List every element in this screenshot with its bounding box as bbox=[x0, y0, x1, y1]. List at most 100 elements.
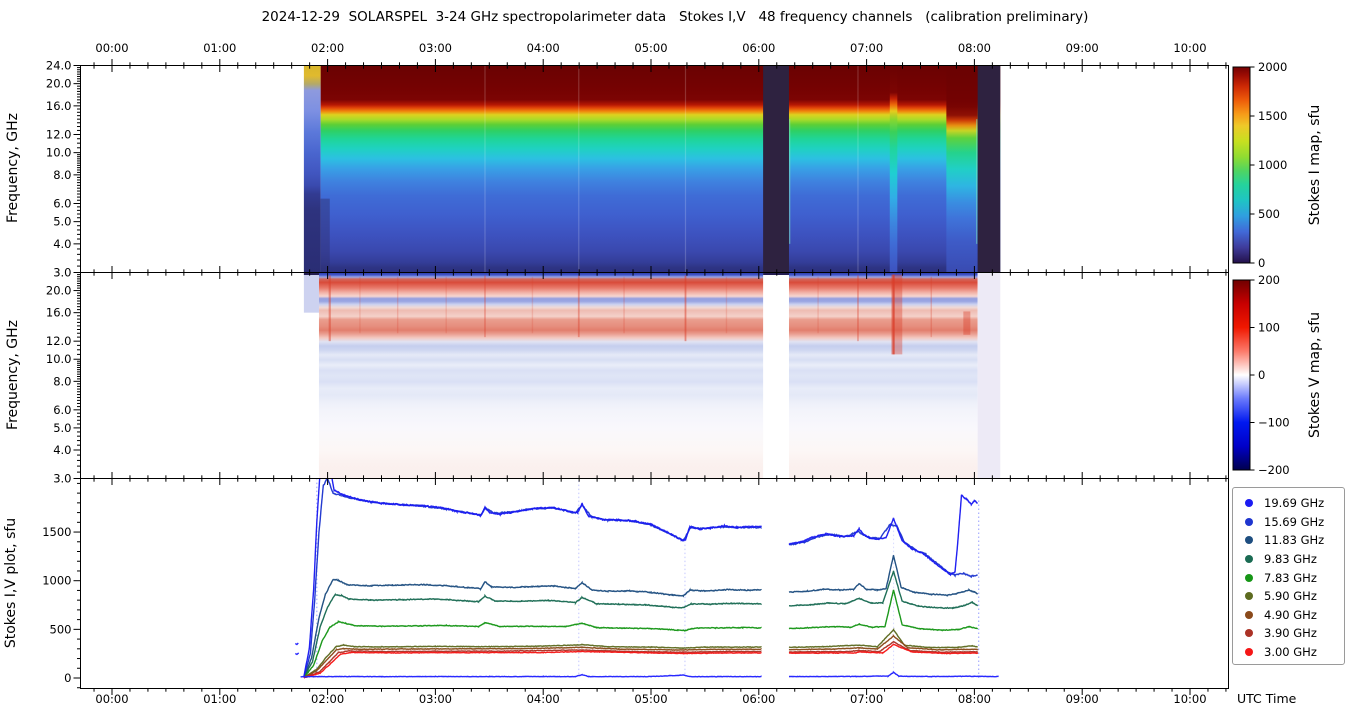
legend-marker-icon bbox=[1245, 648, 1253, 657]
stokes-v-onset bbox=[303, 272, 319, 313]
x-tick-label-bottom: 07:00 bbox=[850, 692, 883, 706]
colorbar2-label: Stokes V map, sfu bbox=[1307, 312, 1323, 438]
x-tick-label-top: 06:00 bbox=[742, 41, 775, 55]
v-streak bbox=[577, 275, 580, 338]
y-tick-label: 12.0 bbox=[46, 128, 72, 142]
series-line-3-00-GHz bbox=[303, 650, 762, 679]
y-tick-label: 5.0 bbox=[53, 421, 71, 435]
colorbar-tick-label: 1500 bbox=[1258, 109, 1287, 123]
v-streak bbox=[484, 275, 486, 338]
panel2-y-axis-label: Frequency, GHz bbox=[5, 320, 21, 430]
colorbar-stokes-v bbox=[1232, 279, 1255, 471]
x-tick-label-top: 04:00 bbox=[527, 41, 560, 55]
y-tick-label: 12.0 bbox=[46, 334, 72, 348]
stokes-v-map bbox=[80, 272, 1229, 479]
stokes-i-map bbox=[80, 65, 1229, 273]
series-line-4-90-GHz bbox=[788, 634, 978, 651]
artifact-mark bbox=[294, 642, 299, 646]
chart-layers: 00:00 00:00 01:00 01:00 02:00 02:00 03:00 03:00… bbox=[42, 41, 1289, 706]
y-tick-label: 4.0 bbox=[53, 443, 71, 457]
stokes-iv-lineplot bbox=[294, 478, 999, 679]
legend-item-label: 11.83 GHz bbox=[1264, 533, 1325, 548]
legend-item-label: 4.90 GHz bbox=[1264, 607, 1317, 622]
series-line-3-90-GHz bbox=[788, 640, 979, 654]
legend-marker-icon bbox=[1245, 573, 1253, 582]
y-tick-label: 6.0 bbox=[53, 197, 71, 211]
series-line-3-90-GHz bbox=[303, 649, 762, 679]
y-tick-label: 16.0 bbox=[46, 99, 72, 113]
series-line-5-90-GHz bbox=[303, 643, 762, 678]
colorbar-tick-label: −200 bbox=[1258, 463, 1290, 477]
series-line-19-69-GHz bbox=[788, 494, 978, 577]
v-streak bbox=[930, 276, 933, 338]
y-tick-label: 1500 bbox=[42, 525, 71, 539]
colorbar-tick-label: 0 bbox=[1258, 368, 1265, 382]
legend-item: 5.90 GHz bbox=[1245, 587, 1344, 606]
series-line-15-69-GHz bbox=[788, 523, 978, 579]
data-gap bbox=[763, 65, 789, 273]
series-line-9-83-GHz bbox=[303, 592, 762, 678]
legend-item: 9.83 GHz bbox=[1245, 550, 1344, 569]
x-tick-label-top: 00:00 bbox=[95, 41, 128, 55]
y-tick-label: 8.0 bbox=[53, 374, 71, 388]
legend-item: 4.90 GHz bbox=[1245, 606, 1344, 625]
y-tick-label: 20.0 bbox=[46, 284, 72, 298]
series-line-5-90-GHz bbox=[788, 628, 978, 649]
y-tick-label: 1000 bbox=[42, 574, 71, 588]
x-tick-label-top: 09:00 bbox=[1066, 41, 1099, 55]
legend-item: 15.69 GHz bbox=[1245, 513, 1344, 532]
x-tick-label-bottom: 00:00 bbox=[95, 692, 128, 706]
series-line-11-83-GHz bbox=[303, 578, 762, 677]
colorbar-tick-label: 1000 bbox=[1258, 158, 1287, 172]
y-tick-label: 10.0 bbox=[46, 352, 72, 366]
v-streak bbox=[359, 276, 361, 334]
x-tick-label-bottom: 05:00 bbox=[634, 692, 667, 706]
v-streak bbox=[891, 274, 903, 355]
series-line-3-00-GHz bbox=[303, 650, 762, 678]
legend-item: 3.00 GHz bbox=[1245, 643, 1344, 662]
series-line-7-83-GHz bbox=[788, 589, 979, 632]
legend-item-label: 5.90 GHz bbox=[1264, 589, 1317, 604]
v-streak bbox=[328, 275, 331, 342]
series-line-7-83-GHz bbox=[303, 620, 762, 678]
x-tick-label-bottom: 10:00 bbox=[1173, 692, 1206, 706]
v-streak bbox=[857, 275, 859, 342]
stokes-i-data bbox=[320, 65, 1001, 273]
y-tick-label: 6.0 bbox=[53, 403, 71, 417]
x-tick-label-bottom: 08:00 bbox=[958, 692, 991, 706]
colorbar-tick-label: 2000 bbox=[1258, 60, 1287, 74]
x-tick-label-top: 08:00 bbox=[958, 41, 991, 55]
y-tick-label: 0 bbox=[64, 671, 71, 685]
figure-title: 2024-12-29 SOLARSPEL 3-24 GHz spectropol… bbox=[261, 9, 1089, 25]
colorbar-tick-label: −100 bbox=[1258, 416, 1290, 430]
colorbar-stokes-i bbox=[1232, 66, 1255, 264]
legend-item: 19.69 GHz bbox=[1245, 494, 1344, 513]
v-top-strip-gap bbox=[763, 272, 789, 276]
x-tick-label-bottom: 02:00 bbox=[311, 692, 344, 706]
series-line-11-83-GHz bbox=[789, 554, 978, 597]
v-streak bbox=[396, 276, 399, 334]
x-tick-label-bottom: 04:00 bbox=[527, 692, 560, 706]
stokes-i-end-brightening bbox=[946, 65, 978, 273]
v-top-strip-gap bbox=[303, 272, 319, 276]
series-line-4-90-GHz bbox=[303, 646, 762, 678]
legend-item-label: 9.83 GHz bbox=[1264, 552, 1317, 567]
panel3-border bbox=[80, 478, 1229, 689]
legend-marker-icon bbox=[1245, 517, 1253, 526]
series-line-9-83-GHz bbox=[303, 593, 762, 678]
colorbar1-label: Stokes I map, sfu bbox=[1307, 105, 1323, 226]
legend-marker-icon bbox=[1245, 629, 1253, 638]
legend-item: 11.83 GHz bbox=[1245, 531, 1344, 550]
v-streak bbox=[817, 276, 819, 334]
x-tick-label-top: 05:00 bbox=[634, 41, 667, 55]
legend-marker-icon bbox=[1245, 610, 1253, 619]
stokes-i-burst bbox=[889, 65, 898, 273]
y-tick-label: 500 bbox=[50, 622, 72, 636]
y-tick-label: 10.0 bbox=[46, 146, 72, 160]
legend-item-label: 3.00 GHz bbox=[1264, 645, 1317, 660]
legend-item: 7.83 GHz bbox=[1245, 568, 1344, 587]
v-streak bbox=[623, 276, 625, 334]
x-tick-label-top: 03:00 bbox=[419, 41, 452, 55]
